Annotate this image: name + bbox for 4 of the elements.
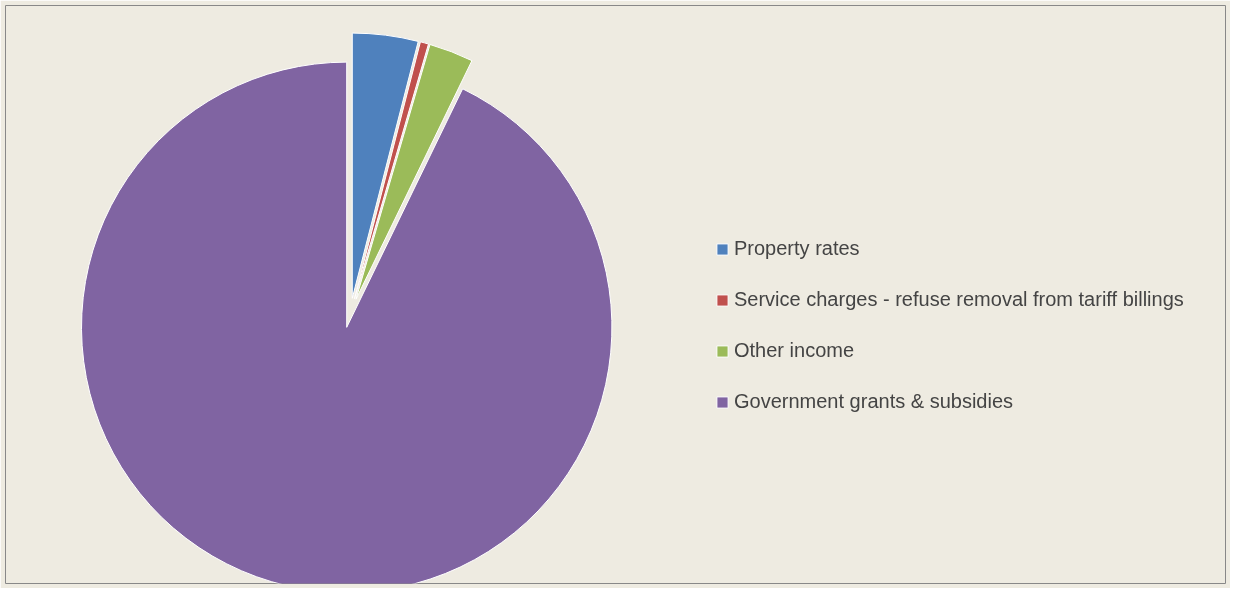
legend-label: Government grants & subsidies bbox=[734, 390, 1014, 413]
legend-label: Property rates bbox=[734, 237, 860, 260]
legend-label: Service charges - refuse removal from tariff billings bbox=[734, 288, 1184, 311]
legend-label: Other income bbox=[734, 339, 855, 362]
